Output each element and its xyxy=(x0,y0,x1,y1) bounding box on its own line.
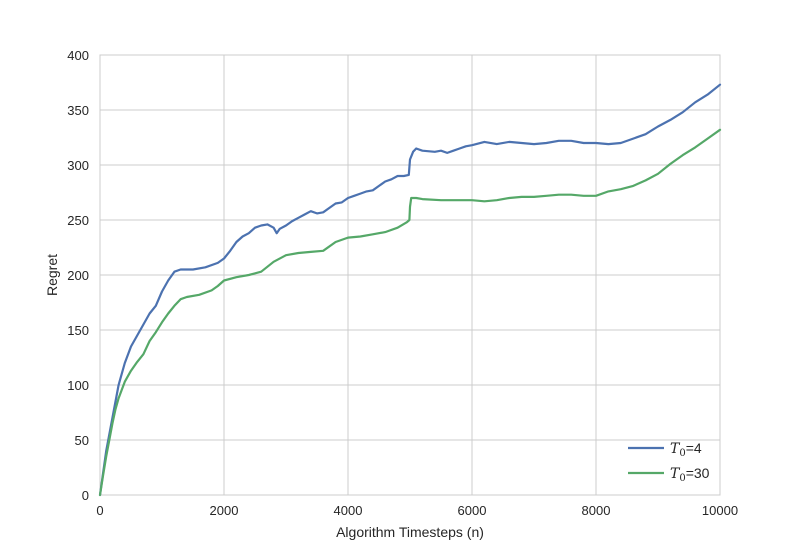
x-tick-label: 0 xyxy=(96,503,103,518)
plot-frame xyxy=(99,54,721,496)
legend-subscript: 0 xyxy=(679,448,685,459)
x-tick-label: 2000 xyxy=(210,503,239,518)
series-line-0 xyxy=(98,83,722,497)
y-tick-label: 100 xyxy=(67,378,89,393)
x-tick-label: 4000 xyxy=(334,503,363,518)
legend-subscript: 0 xyxy=(679,473,685,484)
y-tick-label: 400 xyxy=(67,48,89,63)
series-line-1 xyxy=(98,128,722,497)
y-tick-label: 300 xyxy=(67,158,89,173)
x-tick-label: 6000 xyxy=(458,503,487,518)
legend-symbol: T xyxy=(670,466,681,482)
legend-label-0: T0=4 xyxy=(670,440,702,459)
y-tick-label: 0 xyxy=(82,488,89,503)
x-tick-label: 10000 xyxy=(702,503,738,518)
y-tick-label: 350 xyxy=(67,103,89,118)
y-tick-label: 50 xyxy=(75,433,89,448)
y-tick-label: 250 xyxy=(67,213,89,228)
series-layer xyxy=(98,83,722,497)
x-tick-label: 8000 xyxy=(582,503,611,518)
y-axis-title: Regret xyxy=(44,254,60,296)
legend-label-1: T0=30 xyxy=(670,465,710,484)
legend-value: =4 xyxy=(686,440,702,456)
x-axis-ticks: 0 2000 4000 6000 8000 10000 xyxy=(96,503,738,518)
x-axis-title: Algorithm Timesteps (n) xyxy=(336,524,484,540)
y-tick-label: 150 xyxy=(67,323,89,338)
y-axis-ticks: 0 50 100 150 200 250 300 350 400 xyxy=(67,48,89,503)
legend-value: =30 xyxy=(686,465,710,481)
legend-symbol: T xyxy=(670,441,681,457)
legend: T0=4T0=30 xyxy=(628,440,710,484)
y-tick-label: 200 xyxy=(67,268,89,283)
